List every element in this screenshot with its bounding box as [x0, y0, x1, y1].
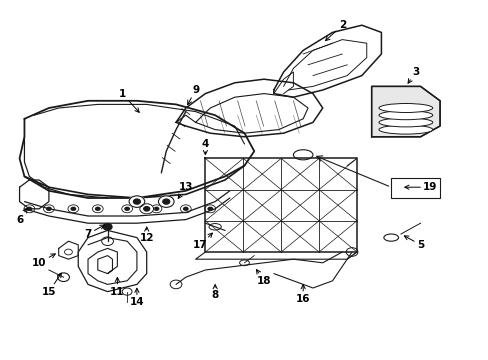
- Text: 15: 15: [41, 273, 61, 297]
- Text: 13: 13: [178, 182, 193, 198]
- Text: 3: 3: [407, 67, 418, 83]
- Ellipse shape: [378, 125, 432, 134]
- Circle shape: [140, 204, 153, 214]
- Polygon shape: [371, 86, 439, 137]
- Circle shape: [163, 199, 169, 204]
- Circle shape: [46, 207, 52, 211]
- Text: 19: 19: [404, 182, 437, 192]
- Text: 11: 11: [110, 278, 124, 297]
- Ellipse shape: [378, 118, 432, 127]
- Circle shape: [158, 196, 174, 207]
- Circle shape: [143, 207, 149, 211]
- Text: 9: 9: [187, 85, 199, 105]
- Ellipse shape: [378, 104, 432, 112]
- Circle shape: [133, 199, 140, 204]
- Circle shape: [207, 207, 213, 211]
- Circle shape: [70, 207, 76, 211]
- Text: 14: 14: [129, 288, 144, 307]
- Circle shape: [95, 207, 101, 211]
- Circle shape: [153, 207, 159, 211]
- Text: 18: 18: [256, 270, 271, 286]
- Circle shape: [26, 207, 32, 211]
- Text: 7: 7: [84, 225, 104, 239]
- Text: 10: 10: [32, 254, 55, 268]
- Circle shape: [103, 224, 112, 230]
- Text: 4: 4: [201, 139, 209, 154]
- Circle shape: [183, 207, 188, 211]
- Ellipse shape: [378, 111, 432, 120]
- Text: 1: 1: [119, 89, 139, 112]
- Text: 16: 16: [295, 285, 310, 304]
- Text: 2: 2: [325, 20, 345, 41]
- Text: 12: 12: [139, 227, 154, 243]
- Text: 17: 17: [193, 233, 212, 250]
- Circle shape: [129, 196, 144, 207]
- Text: 8: 8: [211, 285, 218, 300]
- Circle shape: [124, 207, 130, 211]
- Text: 6: 6: [16, 208, 27, 225]
- Text: 5: 5: [404, 236, 423, 250]
